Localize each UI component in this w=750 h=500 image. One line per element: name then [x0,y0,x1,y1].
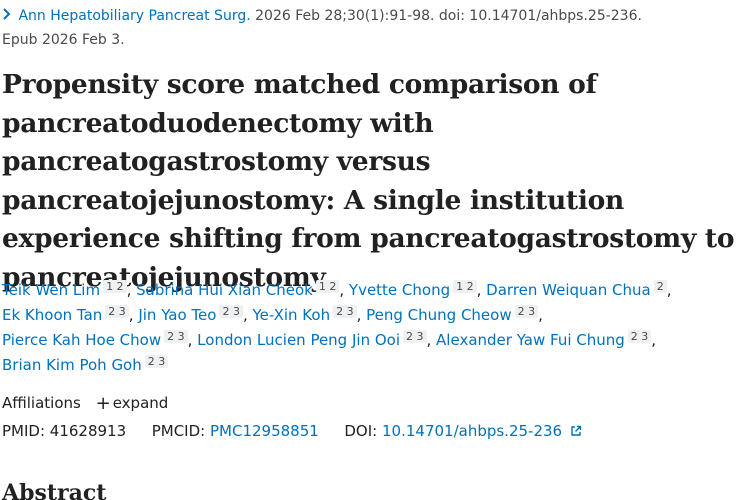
affiliation-ref[interactable]: 2 3 [333,305,357,318]
author-link[interactable]: Darren Weiquan Chua [486,281,651,299]
pmid-label: PMID: [2,422,46,440]
affiliation-ref[interactable]: 2 3 [105,305,129,318]
author-list: Teik Wen Lim 1 2, Sabrina Hui Xian Cheok 1… [2,278,747,378]
affiliation-ref[interactable]: 2 3 [514,305,539,318]
citation: Ann Hepatobiliary Pancreat Surg. 2026 Fe… [2,4,747,52]
author-link[interactable]: Brian Kim Poh Goh [2,356,142,374]
citation-details: 2026 Feb 28;30(1):91-98. doi: 10.14701/a… [255,8,642,24]
affiliation-ref[interactable]: 2 [653,280,667,293]
abstract-heading: Abstract [2,480,107,500]
affiliations-toggle[interactable]: Affiliations + expand [2,392,168,414]
affiliation-ref[interactable]: 1 2 [103,280,127,293]
author-item: London Lucien Peng Jin Ooi 2 3, [197,330,437,349]
author-link[interactable]: Sabrina Hui Xian Cheok [136,281,313,299]
affiliation-ref[interactable]: 2 3 [144,355,169,368]
affiliation-ref[interactable]: 2 3 [627,330,652,343]
author-item: Jin Yao Teo 2 3, [138,305,253,324]
affiliation-ref[interactable]: 2 3 [219,305,243,318]
affiliation-ref[interactable]: 2 3 [403,330,427,343]
author-item: Peng Chung Cheow 2 3, [366,305,543,324]
author-item: Brian Kim Poh Goh 2 3 [2,355,169,374]
author-link[interactable]: Jin Yao Teo [138,306,217,324]
expand-button[interactable]: expand [112,394,169,412]
author-link[interactable]: Ek Khoon Tan [2,306,103,324]
affiliation-ref[interactable]: 2 3 [164,330,188,343]
author-link[interactable]: Teik Wen Lim [2,281,101,299]
author-link[interactable]: Ye-Xin Koh [252,306,331,324]
doi-link[interactable]: 10.14701/ahbps.25-236 [382,422,563,440]
epub-date: Epub 2026 Feb 3. [2,32,125,48]
external-link-icon[interactable] [570,421,582,443]
affiliations-label: Affiliations [2,394,81,412]
plus-icon[interactable]: + [95,393,111,414]
pmcid-link[interactable]: PMC12958851 [210,422,319,440]
author-link[interactable]: Alexander Yaw Fui Chung [436,331,625,349]
author-item: Ek Khoon Tan 2 3, [2,305,139,324]
pmcid-label: PMCID: [151,422,206,440]
author-item: Sabrina Hui Xian Cheok 1 2, [136,280,349,299]
author-item: Alexander Yaw Fui Chung 2 3, [436,330,657,349]
author-link[interactable]: Peng Chung Cheow [366,306,512,324]
journal-link[interactable]: Ann Hepatobiliary Pancreat Surg. [18,8,251,24]
affiliation-ref[interactable]: 1 2 [453,280,477,293]
author-item: Darren Weiquan Chua 2, [486,280,672,299]
pmid-value: 41628913 [49,422,127,440]
article-title: Propensity score matched comparison of p… [2,69,735,293]
author-link[interactable]: London Lucien Peng Jin Ooi [197,331,400,349]
chevron-right-icon[interactable] [2,4,14,28]
doi-label: DOI: [344,422,378,440]
author-item: Teik Wen Lim 1 2, [2,280,137,299]
author-link[interactable]: Yvette Chong [348,281,451,299]
author-item: Pierce Kah Hoe Chow 2 3, [2,330,198,349]
author-item: Yvette Chong 1 2, [348,280,487,299]
author-item: Ye-Xin Koh 2 3, [252,305,367,324]
affiliation-ref[interactable]: 1 2 [315,280,340,293]
identifiers: PMID: 41628913 PMCID: PMC12958851 DOI: 1… [2,420,582,443]
author-link[interactable]: Pierce Kah Hoe Chow [2,331,162,349]
